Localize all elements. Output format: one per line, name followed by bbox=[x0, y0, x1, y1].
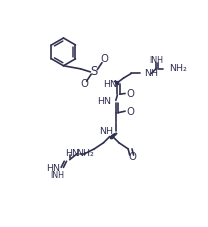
Text: INH: INH bbox=[149, 56, 163, 65]
Text: HN: HN bbox=[46, 164, 60, 173]
Text: HN: HN bbox=[65, 149, 79, 158]
Text: O: O bbox=[129, 152, 137, 162]
Text: O: O bbox=[127, 107, 135, 117]
Text: INH: INH bbox=[50, 170, 64, 180]
Text: NH₂: NH₂ bbox=[77, 149, 94, 158]
Text: NH: NH bbox=[144, 69, 158, 78]
Text: HN: HN bbox=[104, 80, 118, 89]
Text: O: O bbox=[100, 54, 108, 64]
Text: S: S bbox=[91, 65, 98, 78]
Text: O: O bbox=[80, 79, 88, 89]
Text: NH: NH bbox=[99, 127, 113, 136]
Text: O: O bbox=[127, 89, 135, 99]
Text: NH₂: NH₂ bbox=[169, 64, 187, 73]
Text: HN: HN bbox=[97, 97, 111, 106]
